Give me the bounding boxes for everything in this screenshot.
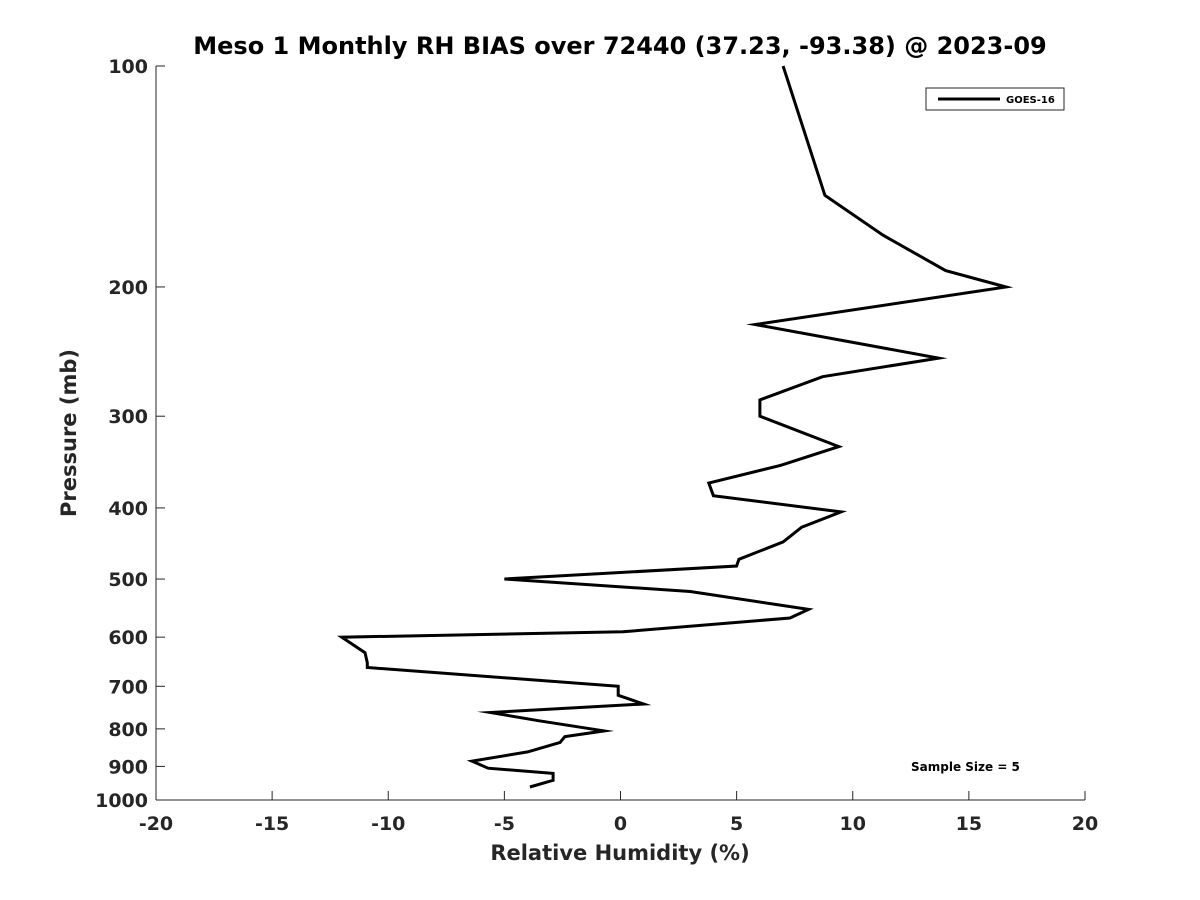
x-tick-label: 0: [614, 813, 627, 835]
y-tick-label: 500: [108, 569, 148, 591]
series-layer: [336, 65, 1014, 789]
x-axis-label: Relative Humidity (%): [490, 841, 749, 865]
y-axis-label: Pressure (mb): [57, 349, 81, 517]
sample-size-annotation: Sample Size = 5: [911, 760, 1020, 774]
x-tick-label: -5: [494, 813, 515, 835]
legend-label-goes-16: GOES-16: [1006, 95, 1055, 106]
y-tick-label: 600: [108, 627, 148, 649]
y-tick-label: 300: [108, 406, 148, 428]
chart-title: Meso 1 Monthly RH BIAS over 72440 (37.23…: [193, 32, 1046, 60]
x-tick-label: 5: [730, 813, 743, 835]
y-tick-label: 900: [108, 756, 148, 778]
x-tick-label: -10: [371, 813, 405, 835]
y-tick-label: 1000: [95, 790, 148, 812]
x-axis-ticks: -20 -15 -10 -5 0 5 10 15 20: [139, 791, 1098, 835]
x-tick-label: 15: [956, 813, 982, 835]
plot-frame: [155, 66, 1085, 801]
y-axis-ticks: 100 200 300 400 500 600 700 800 900 1000: [95, 56, 165, 812]
x-tick-label: 20: [1072, 813, 1098, 835]
y-tick-label: 200: [108, 277, 148, 299]
series-line-goes-16: [336, 65, 1014, 789]
x-tick-label: -20: [139, 813, 173, 835]
y-tick-label: 700: [108, 676, 148, 698]
y-tick-label: 400: [108, 498, 148, 520]
x-tick-label: 10: [840, 813, 866, 835]
legend: GOES-16: [925, 87, 1065, 111]
y-tick-label: 100: [108, 56, 148, 78]
y-tick-label: 800: [108, 719, 148, 741]
x-tick-label: -15: [255, 813, 289, 835]
